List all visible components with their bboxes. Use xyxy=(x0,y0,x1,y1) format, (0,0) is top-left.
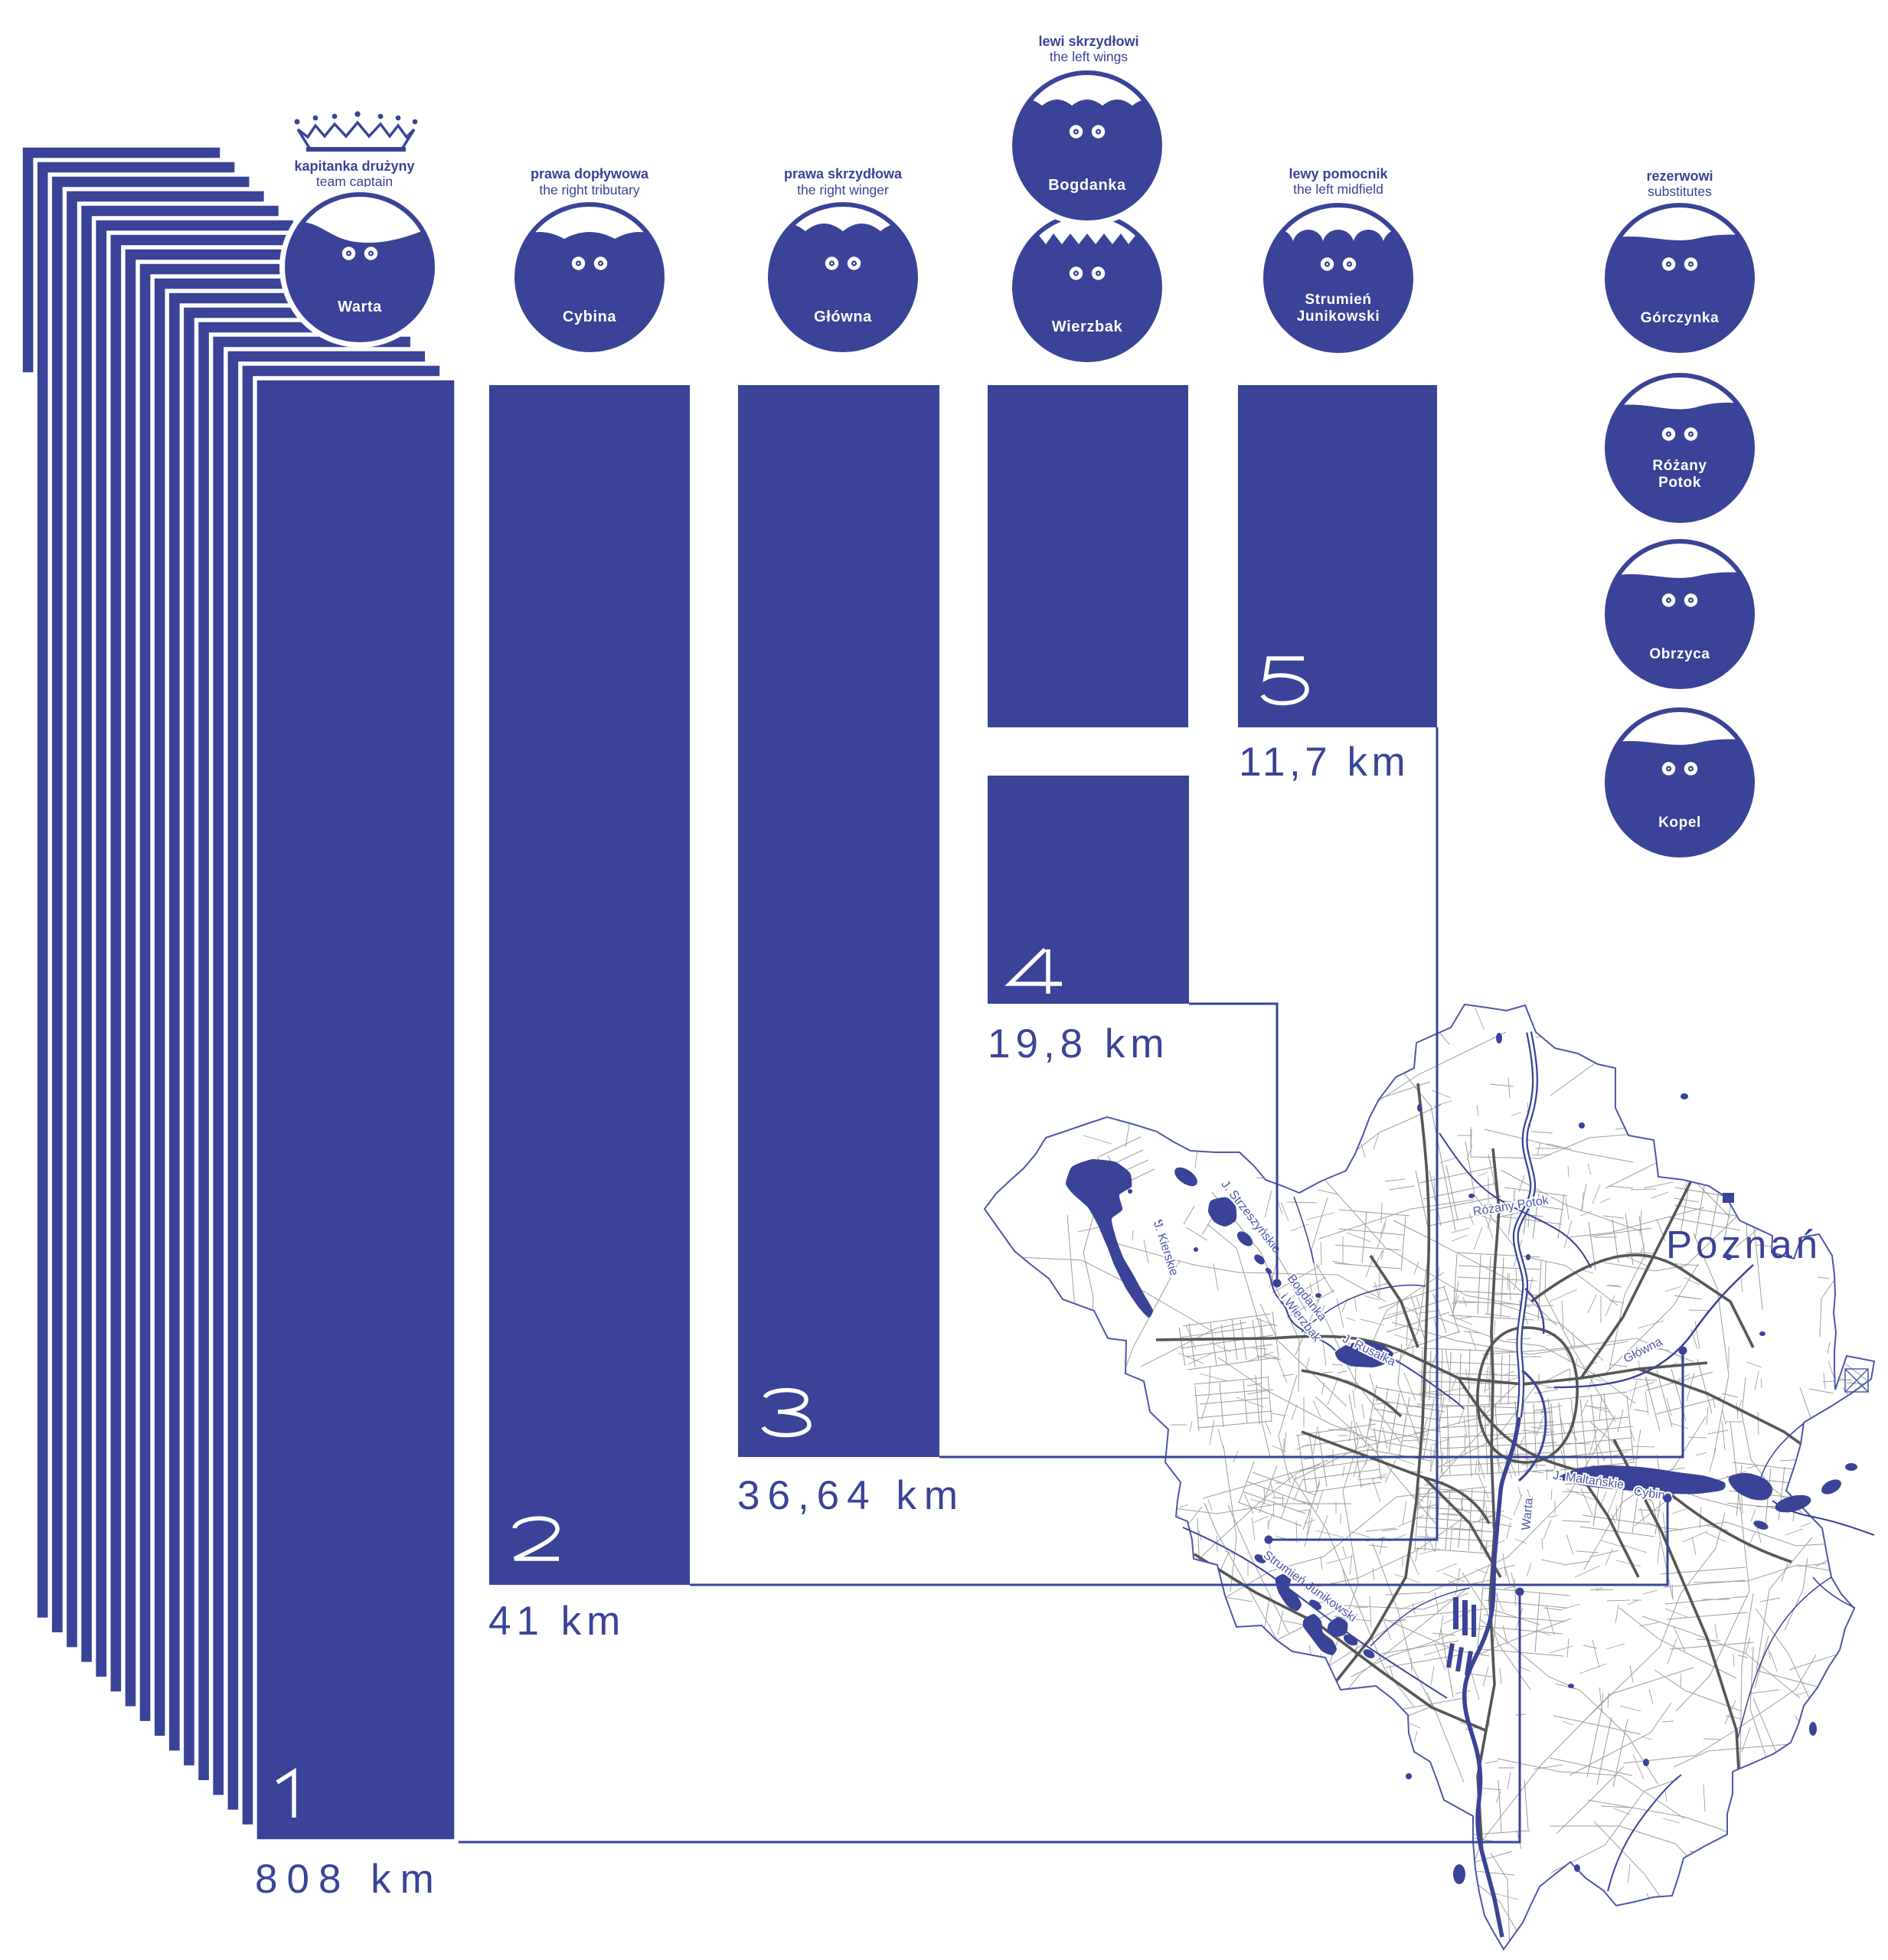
svg-text:36,64 km: 36,64 km xyxy=(737,1473,965,1518)
svg-text:Strumień: Strumień xyxy=(1305,292,1371,308)
svg-text:kapitanka drużyny: kapitanka drużyny xyxy=(294,158,414,174)
svg-text:prawa dopływowa: prawa dopływowa xyxy=(531,166,649,181)
svg-text:Obrzyca: Obrzyca xyxy=(1649,646,1710,662)
svg-text:Potok: Potok xyxy=(1658,475,1701,491)
svg-text:Różany: Różany xyxy=(1652,458,1707,474)
svg-text:prawa skrzydłowa: prawa skrzydłowa xyxy=(784,166,903,181)
svg-text:Główna: Główna xyxy=(1622,1335,1664,1366)
svg-text:Wierzbak: Wierzbak xyxy=(1052,318,1123,335)
svg-text:J. Kierskie: J. Kierskie xyxy=(1151,1220,1181,1278)
svg-text:Junikowski: Junikowski xyxy=(1297,309,1380,325)
svg-text:Górczynka: Górczynka xyxy=(1641,310,1720,326)
svg-text:substitutes: substitutes xyxy=(1648,184,1712,199)
svg-text:Warta: Warta xyxy=(338,299,382,315)
svg-text:rezerwowi: rezerwowi xyxy=(1646,168,1713,184)
svg-text:the right winger: the right winger xyxy=(797,182,889,198)
svg-text:Bogdanka: Bogdanka xyxy=(1048,177,1126,194)
svg-text:the left wings: the left wings xyxy=(1050,49,1128,64)
svg-text:11,7 km: 11,7 km xyxy=(1239,740,1409,785)
svg-text:lewi skrzydłowi: lewi skrzydłowi xyxy=(1038,34,1138,49)
svg-text:the right tributary: the right tributary xyxy=(539,182,640,198)
svg-text:team captain: team captain xyxy=(316,174,393,189)
svg-text:Warta: Warta xyxy=(1520,1498,1536,1531)
svg-text:808 km: 808 km xyxy=(255,1857,443,1902)
svg-text:lewy pomocnik: lewy pomocnik xyxy=(1289,166,1388,181)
svg-text:19,8 km: 19,8 km xyxy=(988,1021,1170,1067)
svg-text:Cybina: Cybina xyxy=(1633,1485,1673,1504)
svg-text:Główna: Główna xyxy=(814,309,872,325)
svg-text:Kopel: Kopel xyxy=(1658,815,1701,831)
svg-text:Poznań: Poznań xyxy=(1666,1223,1821,1266)
svg-text:Cybina: Cybina xyxy=(563,309,617,325)
svg-text:the left midfield: the left midfield xyxy=(1293,181,1383,197)
svg-text:41 km: 41 km xyxy=(488,1599,626,1644)
